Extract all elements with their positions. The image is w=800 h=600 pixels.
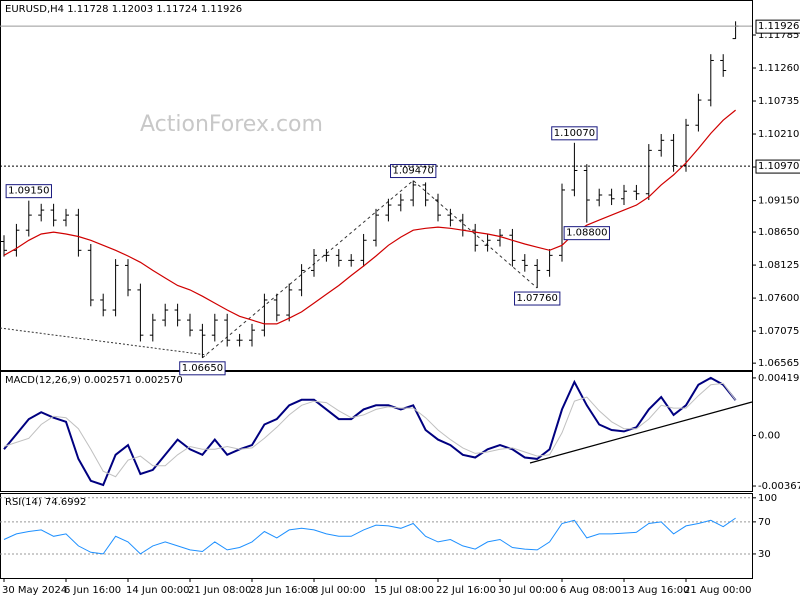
y-tick-label: 1.10735	[758, 96, 799, 107]
macd-panel	[0, 371, 753, 492]
annotation-label: 1.06650	[182, 363, 223, 374]
annotation-box	[390, 164, 437, 179]
y-tick-label: 1.08650	[758, 227, 799, 238]
y-tick-label: -0.003678	[758, 481, 800, 492]
moving-average	[3, 109, 736, 325]
annotation-label: 1.09470	[393, 166, 434, 177]
x-tick-label: 6 Jun 16:00	[64, 585, 121, 596]
y-tick-label: 0.00	[758, 431, 780, 442]
y-tick-label: 1.08125	[758, 260, 799, 271]
indicator-line	[3, 517, 736, 555]
y-tick-label: 1.10210	[758, 129, 799, 140]
x-tick-label: 22 Jul 16:00	[436, 585, 496, 596]
annotation-box	[179, 361, 226, 376]
x-tick-label: 21 Aug 00:00	[684, 585, 751, 596]
label-box	[755, 159, 800, 174]
annotation-box	[551, 126, 598, 141]
level-label: 1.10970	[758, 161, 799, 172]
x-tick-label: 28 Jun 16:00	[250, 585, 314, 596]
macd-trend-line	[529, 401, 753, 464]
annotation-label: 1.10070	[554, 128, 595, 139]
watermark: ActionForex.com	[140, 112, 323, 137]
y-tick-label: 30	[758, 549, 771, 560]
label-box	[755, 19, 800, 34]
annotation-box	[563, 226, 610, 241]
x-tick-label: 14 Jun 00:00	[126, 585, 190, 596]
y-tick-label: 1.09150	[758, 196, 799, 207]
x-tick-label: 30 Jul 00:00	[498, 585, 558, 596]
annotation-label: 1.08800	[566, 228, 607, 239]
annotation-label: 1.07760	[517, 293, 558, 304]
y-tick-label: 70	[758, 517, 771, 528]
y-tick-label: 100	[758, 493, 777, 504]
indicator-line	[3, 376, 737, 487]
x-tick-label: 8 Jul 00:00	[312, 585, 366, 596]
rsi-panel	[0, 493, 753, 579]
annotation-box	[5, 184, 52, 199]
x-tick-label: 30 May 2024	[2, 585, 67, 596]
x-tick-label: 6 Aug 08:00	[560, 585, 621, 596]
y-tick-label: 0.004196	[758, 373, 800, 384]
trend-line	[202, 179, 538, 359]
y-tick-label: 1.07075	[758, 326, 799, 337]
x-tick-label: 13 Aug 16:00	[622, 585, 689, 596]
y-tick-label: 1.06565	[758, 358, 799, 369]
panel-title: EURUSD,H4 1.11728 1.12003 1.11724 1.1192…	[5, 4, 242, 15]
indicator-line	[3, 382, 737, 478]
y-tick-label: 1.07600	[758, 293, 799, 304]
x-tick-label: 15 Jul 08:00	[374, 585, 434, 596]
current-price-label: 1.11926	[758, 21, 799, 32]
panel-title: RSI(14) 74.6992	[5, 497, 86, 508]
trend-line	[0, 327, 208, 356]
y-tick-label: 1.11260	[758, 63, 799, 74]
panel-title: MACD(12,26,9) 0.002571 0.002570	[5, 375, 183, 386]
y-tick-label: 1.11785	[758, 30, 799, 41]
annotation-box	[514, 291, 561, 306]
x-tick-label: 21 Jun 08:00	[188, 585, 252, 596]
main-panel	[0, 0, 753, 371]
annotation-label: 1.09150	[8, 186, 49, 197]
